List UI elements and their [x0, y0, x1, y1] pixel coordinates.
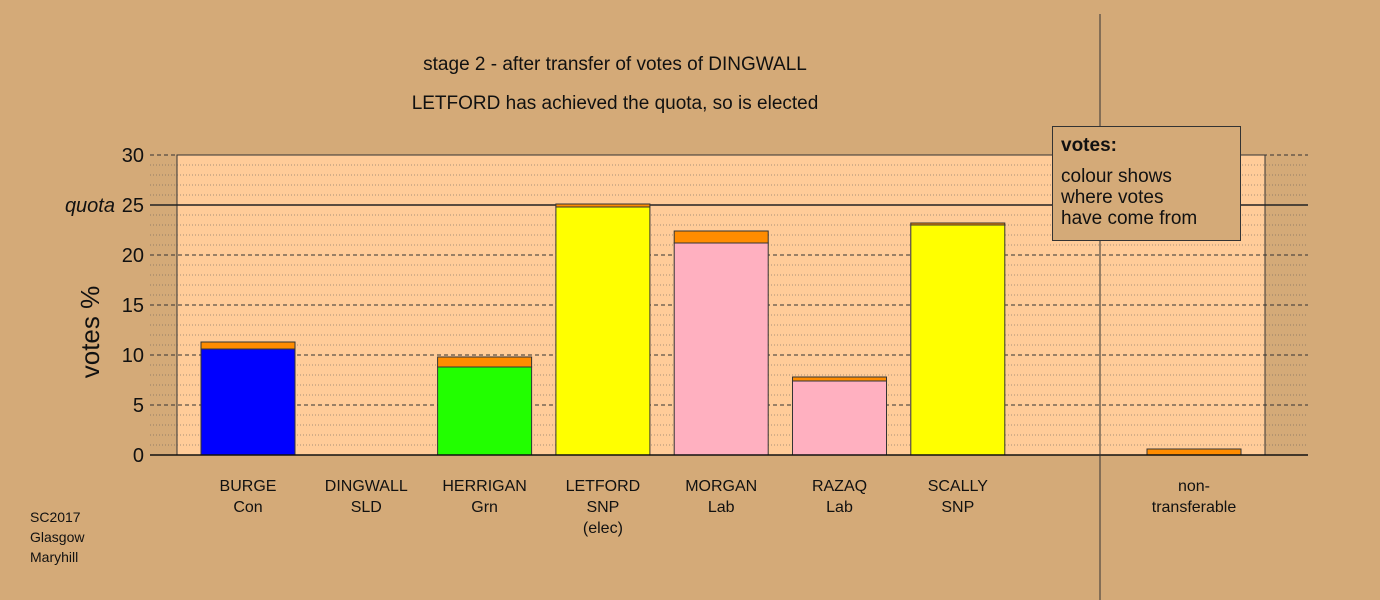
x-tick-label: MORGAN	[685, 478, 757, 495]
x-tick-label: SCALLY	[928, 478, 989, 495]
chart-subtitle: LETFORD has achieved the quota, so is el…	[411, 93, 819, 114]
bar-first-preference	[673, 242, 769, 456]
source-line: Glasgow	[30, 529, 85, 545]
bar-transfer	[200, 341, 296, 350]
x-tick-label: LETFORD	[566, 478, 641, 495]
bar-transfer	[792, 376, 887, 382]
quota-label: quota	[65, 195, 115, 217]
legend-box: votes: colour shows where votes have com…	[1052, 126, 1241, 241]
legend-title: votes:	[1061, 135, 1117, 156]
bar-nontransferable	[1146, 448, 1242, 456]
y-axis-label: votes %	[75, 286, 105, 379]
source-note: SC2017 Glasgow Maryhill	[30, 507, 84, 567]
bar-first-preference	[437, 366, 533, 456]
x-tick-label: Lab	[708, 499, 735, 516]
x-tick-label: transferable	[1152, 499, 1237, 516]
bar-group	[792, 376, 887, 456]
bar-group	[437, 356, 533, 456]
bar-first-preference	[200, 348, 296, 456]
x-tick-label: SNP	[941, 499, 974, 516]
x-tick-label: (elec)	[583, 520, 623, 537]
x-tick-label: SLD	[351, 499, 382, 516]
x-tick-label: Lab	[826, 499, 853, 516]
legend-line: have come from	[1061, 208, 1198, 229]
x-tick-label: Con	[233, 499, 262, 516]
bar-transfer	[910, 222, 1006, 226]
x-tick-label: DINGWALL	[325, 478, 408, 495]
source-line: SC2017	[30, 509, 81, 525]
bar-transfer	[555, 203, 651, 208]
source-line: Maryhill	[30, 549, 79, 565]
y-tick-label: 5	[133, 395, 144, 417]
y-tick-label: 30	[122, 145, 144, 167]
x-tick-label: non-	[1178, 478, 1210, 495]
x-tick-label: HERRIGAN	[442, 478, 526, 495]
bar-first-preference	[555, 206, 651, 456]
legend-line: where votes	[1061, 187, 1164, 208]
bar-group	[200, 341, 296, 456]
x-tick-label: SNP	[586, 499, 619, 516]
bar-first-preference	[792, 380, 887, 456]
x-tick-label: BURGE	[220, 478, 277, 495]
y-tick-label: 25	[122, 195, 144, 217]
y-tick-label: 10	[122, 345, 144, 367]
bar-transfer	[673, 230, 769, 244]
bar-group	[555, 203, 651, 456]
bar-group	[673, 230, 769, 456]
x-tick-label: Grn	[471, 499, 498, 516]
bar-transfer	[437, 356, 533, 368]
bar-first-preference	[910, 224, 1006, 456]
bar-group	[910, 222, 1006, 456]
chart-title: stage 2 - after transfer of votes of DIN…	[423, 54, 807, 75]
y-tick-label: 0	[133, 445, 144, 467]
y-tick-label: 20	[122, 245, 144, 267]
x-tick-label: RAZAQ	[812, 478, 867, 495]
y-tick-label: 15	[122, 295, 144, 317]
legend-line: colour shows	[1061, 166, 1172, 187]
